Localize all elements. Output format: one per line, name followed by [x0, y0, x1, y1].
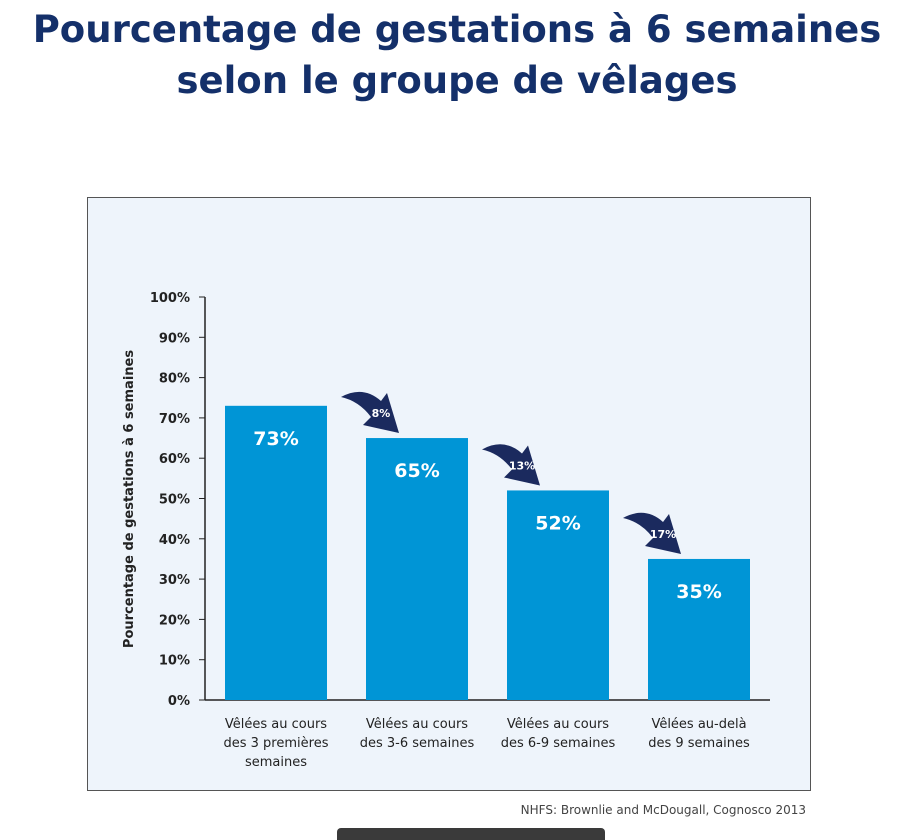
- bottom-toolbar[interactable]: [337, 828, 605, 840]
- x-tick-label: Vêlées au cours: [507, 717, 609, 732]
- drop-arrow-icon: [341, 391, 399, 434]
- y-tick-label: 90%: [159, 331, 190, 346]
- drop-annotation: 8%: [372, 407, 391, 420]
- y-tick-label: 60%: [159, 452, 190, 467]
- x-tick-label: des 6-9 semaines: [501, 736, 616, 751]
- x-tick-label: Vêlées au cours: [225, 717, 327, 732]
- title-line-1: Pourcentage de gestations à 6 semaines: [32, 8, 882, 51]
- x-tick-label: des 3 premières: [224, 736, 329, 751]
- drop-annotation: 13%: [509, 459, 535, 472]
- x-tick-label: Vêlées au cours: [366, 717, 468, 732]
- x-tick-label: semaines: [245, 755, 307, 770]
- y-tick-label: 100%: [150, 291, 190, 306]
- y-tick-label: 30%: [159, 573, 190, 588]
- y-tick-label: 80%: [159, 372, 190, 387]
- chart-title: Pourcentage de gestations à 6 semaines se…: [0, 4, 914, 106]
- title-line-2: selon le groupe de vêlages: [176, 59, 738, 102]
- bar-data-label: 52%: [535, 512, 580, 534]
- bar: [366, 438, 468, 700]
- drop-arrow-icon: [623, 512, 681, 554]
- y-tick-label: 70%: [159, 412, 190, 427]
- bar-data-label: 35%: [676, 581, 721, 603]
- y-tick-label: 10%: [159, 654, 190, 669]
- y-tick-label: 20%: [159, 613, 190, 628]
- drop-annotation: 17%: [650, 528, 676, 541]
- x-tick-label: des 9 semaines: [648, 736, 750, 751]
- y-tick-label: 0%: [168, 694, 190, 709]
- y-tick-label: 50%: [159, 493, 190, 508]
- x-tick-label: Vêlées au-delà: [651, 717, 746, 732]
- bar: [648, 558, 750, 700]
- x-tick-label: des 3-6 semaines: [360, 736, 475, 751]
- source-note: NHFS: Brownlie and McDougall, Cognosco 2…: [520, 803, 806, 817]
- y-axis-label: Pourcentage de gestations à 6 semaines: [122, 350, 137, 648]
- bar-data-label: 73%: [253, 428, 298, 450]
- drop-arrow-icon: [482, 444, 540, 486]
- bar-data-label: 65%: [394, 460, 439, 482]
- y-tick-label: 40%: [159, 533, 190, 548]
- bar: [225, 405, 327, 700]
- bar: [507, 490, 609, 700]
